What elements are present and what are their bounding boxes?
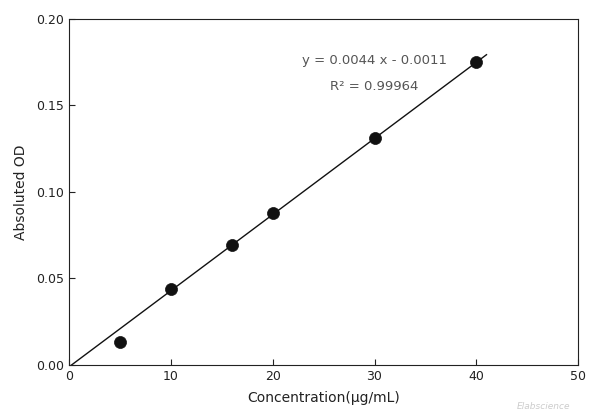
Y-axis label: Absoluted OD: Absoluted OD bbox=[14, 144, 28, 240]
Point bbox=[115, 339, 125, 346]
Point bbox=[166, 285, 176, 292]
X-axis label: Concentration(μg/mL): Concentration(μg/mL) bbox=[247, 391, 400, 405]
Text: Elabscience: Elabscience bbox=[517, 402, 570, 411]
Text: y = 0.0044 x - 0.0011: y = 0.0044 x - 0.0011 bbox=[302, 54, 447, 67]
Text: R² = 0.99964: R² = 0.99964 bbox=[331, 80, 419, 93]
Point bbox=[227, 242, 237, 248]
Point bbox=[370, 135, 379, 142]
Point bbox=[472, 59, 481, 65]
Point bbox=[268, 210, 277, 216]
